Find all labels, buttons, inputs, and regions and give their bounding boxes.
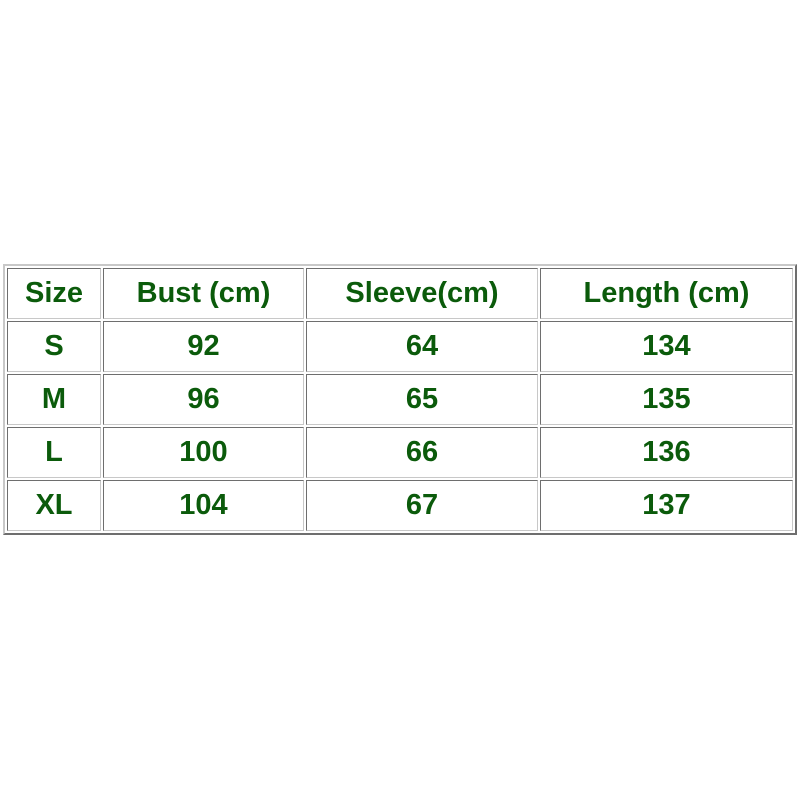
table-cell: 67 <box>306 480 538 531</box>
table-cell: 137 <box>540 480 793 531</box>
table-row: S 92 64 134 <box>7 321 793 372</box>
table-row: M 96 65 135 <box>7 374 793 425</box>
column-header: Bust (cm) <box>103 268 304 319</box>
table-row: L 100 66 136 <box>7 427 793 478</box>
table-cell: 96 <box>103 374 304 425</box>
table-row: XL 104 67 137 <box>7 480 793 531</box>
size-chart-table: Size Bust (cm) Sleeve(cm) Length (cm) S 92 64 1… <box>3 264 797 535</box>
table-cell: M <box>7 374 101 425</box>
column-header: Length (cm) <box>540 268 793 319</box>
table-cell: 65 <box>306 374 538 425</box>
column-header: Size <box>7 268 101 319</box>
table-cell: L <box>7 427 101 478</box>
table-cell: 136 <box>540 427 793 478</box>
table-cell: 134 <box>540 321 793 372</box>
table-cell: S <box>7 321 101 372</box>
table-cell: 64 <box>306 321 538 372</box>
table-cell: 100 <box>103 427 304 478</box>
table-cell: 92 <box>103 321 304 372</box>
table-cell: 135 <box>540 374 793 425</box>
header-row: Size Bust (cm) Sleeve(cm) Length (cm) <box>7 268 793 319</box>
table-cell: 104 <box>103 480 304 531</box>
column-header: Sleeve(cm) <box>306 268 538 319</box>
table-cell: 66 <box>306 427 538 478</box>
table-cell: XL <box>7 480 101 531</box>
